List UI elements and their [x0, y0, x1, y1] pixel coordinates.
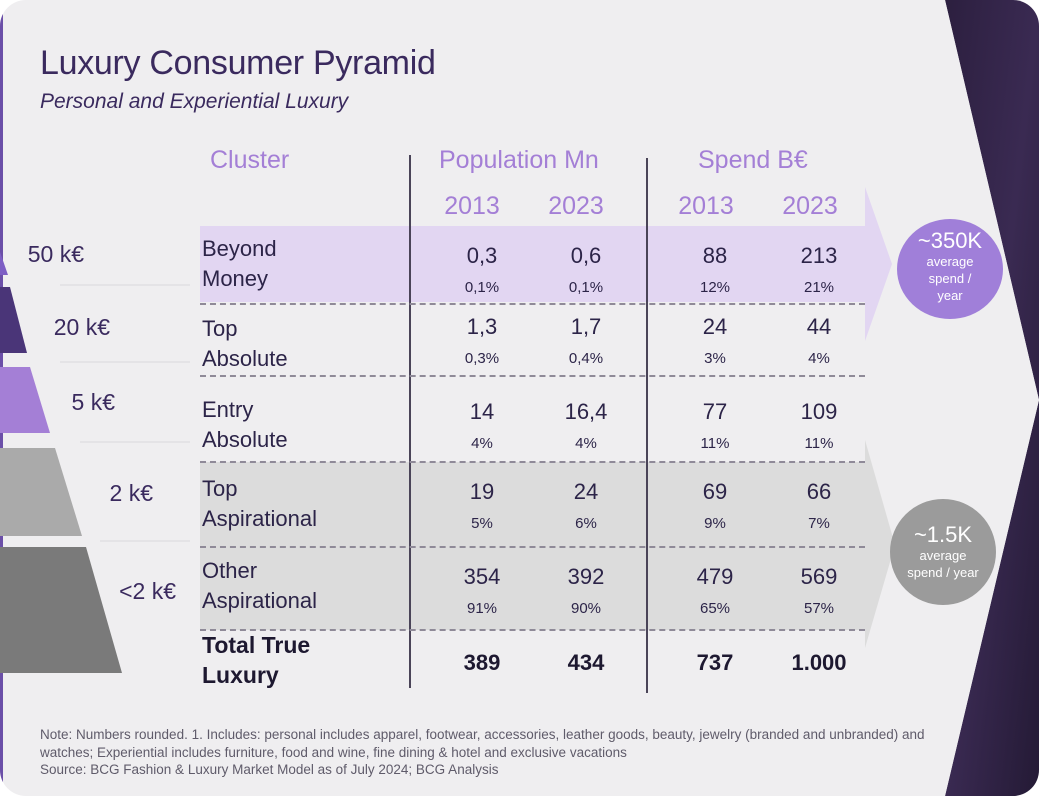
pyramid	[0, 252, 190, 673]
pyramid-tier-2	[0, 287, 27, 353]
tier-label: <2 k€	[119, 578, 176, 604]
page-title: Luxury Consumer Pyramid	[40, 44, 436, 82]
callout-text: average	[919, 548, 967, 563]
callout-text: average	[926, 254, 974, 269]
grey-band-arrow	[200, 440, 895, 648]
cell-percent: 4%	[471, 435, 493, 452]
avg-spend-callout-top: ~350K average spend / year	[897, 219, 1003, 319]
cell-percent: 9%	[704, 515, 726, 532]
callout-value: ~350K	[917, 228, 983, 253]
cell-percent: 3%	[704, 350, 726, 367]
cell-value: 14	[469, 399, 495, 424]
cell-percent: 0,1%	[568, 279, 604, 296]
column-divider	[409, 155, 411, 688]
footnote-source: Source: BCG Fashion & Luxury Market Mode…	[40, 762, 499, 777]
cell-value: 109	[800, 399, 838, 424]
tier-label: 2 k€	[109, 480, 153, 506]
total-value: 434	[567, 650, 605, 675]
tier-label: 50 k€	[27, 241, 84, 267]
cell-value: 44	[806, 314, 832, 339]
row-label-other-aspirational: Other Aspirational	[202, 558, 317, 613]
row-divider	[200, 303, 865, 305]
pyramid-tier-5	[0, 547, 122, 673]
avg-spend-callout-bottom: ~1.5K average spend / year	[890, 499, 996, 605]
cell-value: 19	[469, 479, 495, 504]
footnote-note: Note: Numbers rounded. 1. Includes: pers…	[40, 727, 925, 760]
row-divider	[200, 629, 865, 631]
cell-percent: 12%	[699, 279, 731, 296]
header-spend-2023: 2023	[782, 192, 838, 220]
cell-value: 354	[463, 564, 501, 589]
cell-percent: 0,4%	[568, 350, 604, 367]
total-value: 1.000	[791, 650, 847, 675]
page-subtitle: Personal and Experiential Luxury	[40, 90, 349, 113]
header-pop-2013: 2013	[444, 192, 500, 220]
footnote: Note: Numbers rounded. 1. Includes: pers…	[40, 726, 940, 779]
cell-value: 24	[702, 314, 728, 339]
cell-percent: 65%	[699, 600, 731, 617]
cell-value: 0,3	[466, 243, 498, 268]
cell-value: 1,7	[570, 314, 602, 339]
cell-percent: 57%	[803, 600, 835, 617]
cell-value: 569	[800, 564, 838, 589]
cell-percent: 5%	[471, 515, 493, 532]
cell-percent: 11%	[804, 435, 834, 452]
pyramid-tier-4	[0, 448, 82, 536]
cell-percent: 0,3%	[464, 350, 500, 367]
column-divider	[646, 158, 648, 693]
tier-label: 20 k€	[53, 314, 110, 340]
cell-value: 1,3	[466, 314, 498, 339]
tier-label: 5 k€	[71, 389, 115, 415]
total-value: 737	[696, 650, 734, 675]
cell-value: 88	[702, 243, 728, 268]
row-divider	[200, 461, 865, 463]
cell-percent: 90%	[570, 600, 602, 617]
cell-percent: 6%	[575, 515, 597, 532]
cell-value: 66	[806, 479, 832, 504]
cell-value: 69	[702, 479, 728, 504]
header-pop-2023: 2023	[548, 192, 604, 220]
header-spend-2013: 2013	[678, 192, 734, 220]
cell-percent: 11%	[700, 435, 730, 452]
callout-text: spend / year	[907, 565, 979, 580]
cell-value: 392	[567, 564, 605, 589]
cell-value: 16,4	[564, 399, 608, 424]
callout-text: spend /	[928, 271, 972, 286]
pyramid-tier-3	[0, 367, 50, 433]
cell-value: 77	[702, 399, 728, 424]
cell-value: 479	[696, 564, 734, 589]
pyramid-tier-1	[0, 252, 8, 275]
header-population: Population Mn	[439, 146, 599, 174]
row-divider	[200, 375, 865, 377]
header-spend: Spend B€	[698, 146, 808, 174]
cell-value: 24	[573, 479, 599, 504]
header-cluster: Cluster	[210, 146, 290, 174]
purple-band-arrow	[200, 187, 892, 341]
callout-value: ~1.5K	[913, 522, 973, 547]
row-label-top-absolute: Top Absolute	[202, 316, 288, 371]
callout-text: year	[937, 288, 963, 303]
row-divider	[200, 546, 865, 548]
row-label-top-aspirational: Top Aspirational	[202, 476, 317, 531]
total-value: 389	[463, 650, 501, 675]
cell-value: 213	[800, 243, 838, 268]
cell-percent: 21%	[803, 279, 835, 296]
cell-percent: 0,1%	[464, 279, 500, 296]
cell-value: 0,6	[570, 243, 602, 268]
cell-percent: 4%	[575, 435, 597, 452]
row-label-beyond-money: Beyond Money	[202, 236, 277, 291]
cell-percent: 91%	[466, 600, 498, 617]
cell-percent: 7%	[808, 515, 830, 532]
row-label-entry-absolute: Entry Absolute	[202, 397, 288, 452]
row-label-total: Total True Luxury	[202, 632, 311, 688]
cell-percent: 4%	[808, 350, 830, 367]
